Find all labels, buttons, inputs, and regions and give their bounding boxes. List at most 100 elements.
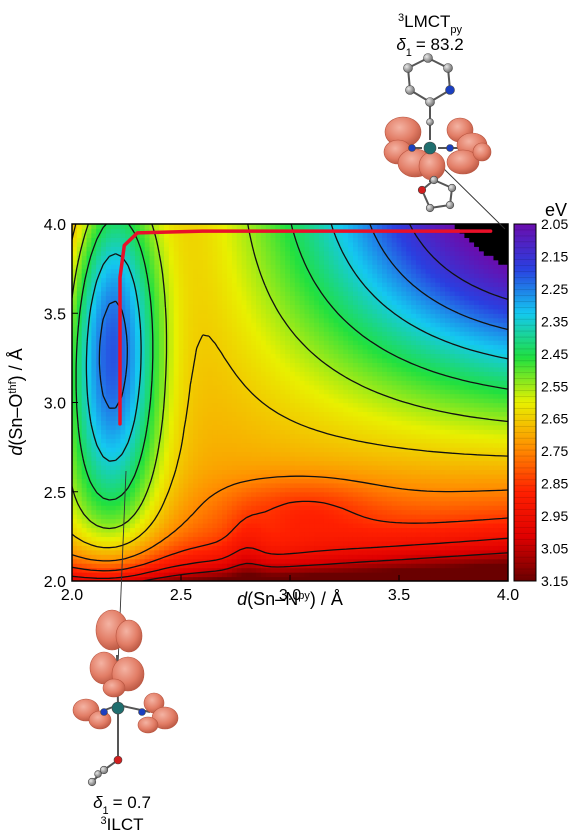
heatmap-cell (105, 456, 112, 462)
heatmap-cell (125, 366, 131, 372)
heatmap-cell (193, 456, 199, 462)
heatmap-cell (110, 295, 117, 301)
heatmap-cell (125, 353, 131, 359)
heatmap-cell (134, 232, 141, 238)
heatmap-cell (314, 505, 320, 511)
heatmap-cell (246, 496, 252, 502)
heatmap-cell (217, 322, 223, 328)
heatmap-cell (256, 331, 262, 337)
heatmap-cell (294, 255, 301, 261)
heatmap-cell (280, 264, 286, 270)
heatmap-cell (159, 415, 165, 421)
heatmap-cell (338, 473, 344, 479)
heatmap-cell (197, 406, 204, 413)
heatmap-cell (285, 545, 291, 551)
heatmap-cell (246, 348, 252, 355)
heatmap-cell (130, 487, 136, 493)
heatmap-cell (139, 522, 146, 529)
heatmap-cell (256, 335, 262, 341)
heatmap-cell (348, 464, 354, 471)
heatmap-cell (144, 473, 151, 479)
heatmap-cell (270, 232, 277, 238)
heatmap-cell (319, 563, 325, 569)
heatmap-cell (231, 402, 238, 408)
heatmap-cell (343, 505, 349, 511)
heatmap-cell (222, 335, 228, 341)
heatmap-cell (197, 326, 204, 332)
heatmap-cell (86, 380, 92, 386)
heatmap-cell (130, 268, 136, 274)
heatmap-cell (91, 282, 97, 288)
heatmap-cell (246, 576, 252, 581)
heatmap-cell (280, 451, 286, 457)
heatmap-cell (323, 335, 330, 341)
heatmap-cell (217, 366, 223, 372)
heatmap-cell (139, 576, 146, 581)
heatmap-cell (362, 389, 369, 395)
heatmap-cell (338, 518, 344, 524)
heatmap-cell (134, 518, 141, 524)
heatmap-cell (105, 469, 112, 475)
heatmap-cell (125, 348, 131, 355)
heatmap-cell (256, 567, 262, 573)
heatmap-cell (197, 286, 204, 292)
heatmap-cell (256, 246, 262, 252)
heatmap-cell (275, 496, 281, 502)
heatmap-cell (125, 509, 131, 515)
heatmap-cell (207, 313, 214, 319)
heatmap-cell (290, 482, 296, 488)
heatmap-cell (352, 317, 359, 323)
heatmap-cell (86, 464, 92, 471)
heatmap-cell (314, 531, 320, 537)
heatmap-cell (362, 406, 369, 413)
heatmap-cell (105, 353, 112, 359)
heatmap-cell (202, 353, 209, 359)
heatmap-cell (125, 304, 131, 310)
heatmap-cell (139, 398, 146, 404)
heatmap-cell (139, 357, 146, 363)
heatmap-cell (314, 424, 320, 430)
heatmap-cell (159, 340, 165, 346)
heatmap-cell (202, 402, 209, 408)
heatmap-cell (294, 406, 301, 413)
heatmap-cell (333, 380, 340, 386)
heatmap-cell (139, 545, 146, 551)
heatmap-cell (101, 389, 107, 395)
heatmap-cell (236, 558, 243, 564)
heatmap-cell (323, 456, 330, 462)
heatmap-cell (159, 348, 165, 355)
heatmap-cell (222, 576, 228, 581)
heatmap-cell (319, 531, 325, 537)
heatmap-cell (86, 549, 92, 555)
heatmap-cell (304, 317, 310, 323)
heatmap-cell (197, 371, 204, 377)
heatmap-cell (367, 237, 373, 243)
heatmap-cell (299, 402, 306, 408)
heatmap-cell (159, 438, 165, 444)
heatmap-cell (222, 456, 228, 462)
heatmap-cell (202, 348, 209, 355)
heatmap-cell (323, 317, 330, 323)
heatmap-cell (246, 424, 252, 430)
heatmap-cell (362, 246, 369, 252)
heatmap-cell (149, 232, 155, 238)
heatmap-cell (314, 259, 320, 265)
heatmap-cell (304, 545, 310, 551)
heatmap-cell (91, 348, 97, 355)
heatmap-cell (343, 415, 349, 421)
heatmap-cell (251, 478, 257, 484)
heatmap-cell (314, 482, 320, 488)
heatmap-cell (333, 500, 340, 506)
heatmap-cell (149, 273, 155, 279)
heatmap-cell (72, 424, 78, 430)
heatmap-cell (72, 429, 78, 435)
heatmap-cell (328, 246, 335, 252)
heatmap-cell (202, 299, 209, 305)
heatmap-cell (188, 424, 194, 430)
heatmap-cell (105, 273, 112, 279)
heatmap-cell (81, 482, 88, 488)
heatmap-cell (260, 393, 267, 399)
heatmap-cell (222, 442, 228, 448)
heatmap-cell (130, 273, 136, 279)
heatmap-cell (231, 344, 238, 350)
